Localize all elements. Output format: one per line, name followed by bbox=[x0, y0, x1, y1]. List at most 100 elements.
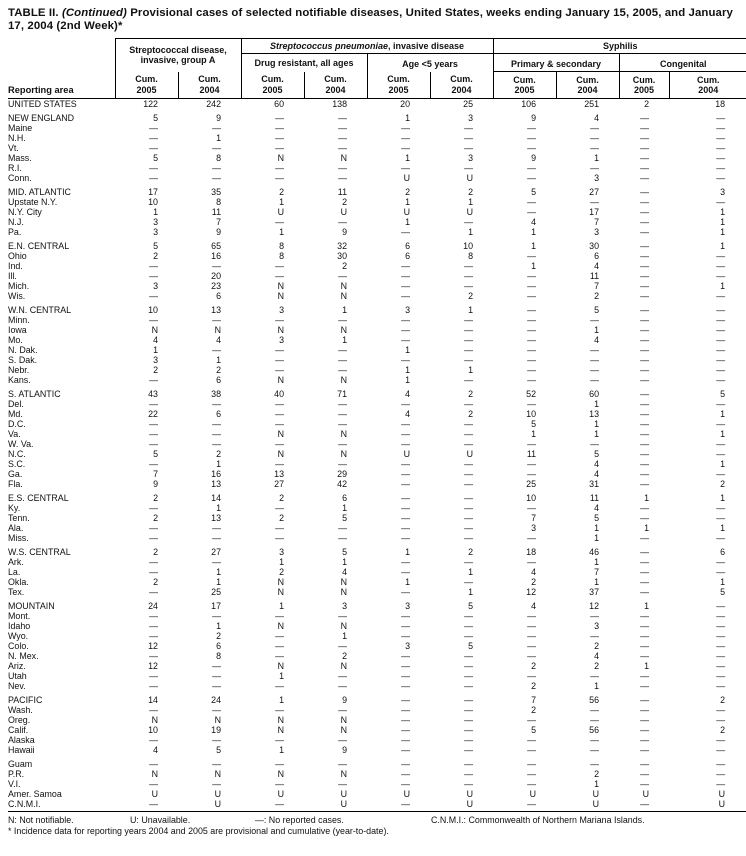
value-cell: — bbox=[527, 133, 537, 143]
value-cell: 1 bbox=[531, 227, 537, 237]
value-cell: 4 bbox=[594, 469, 600, 479]
value-cell: 1 bbox=[468, 305, 474, 315]
table-row: E.S. CENTRAL 2 14 2 6— —10 11 1 1 bbox=[8, 489, 746, 503]
table-header: Reporting area Streptococcal disease, in… bbox=[8, 38, 746, 99]
value-cell: — bbox=[464, 479, 474, 489]
table-row: Vt. — — — — — — — — — — bbox=[8, 143, 746, 153]
value-cell: 242 bbox=[206, 99, 222, 109]
value-cell: U bbox=[466, 207, 474, 217]
value-cell: 7 bbox=[153, 469, 158, 479]
value-cell: N bbox=[277, 281, 285, 291]
value-cell: — bbox=[527, 365, 537, 375]
value-cell: N bbox=[151, 769, 158, 779]
incidence-footnote: * Incidence data for reporting years 200… bbox=[8, 826, 389, 836]
value-cell: N bbox=[277, 577, 285, 587]
value-cell: — bbox=[640, 725, 650, 735]
reporting-area-cell: Mo. bbox=[8, 335, 23, 345]
value-cell: — bbox=[716, 419, 726, 429]
value-cell: N bbox=[340, 429, 348, 439]
reporting-area-cell: N. Dak. bbox=[8, 345, 38, 355]
value-cell: — bbox=[640, 197, 650, 207]
value-cell: — bbox=[640, 271, 650, 281]
value-cell: — bbox=[464, 375, 474, 385]
value-cell: 1 bbox=[594, 533, 600, 543]
value-cell: — bbox=[716, 113, 726, 123]
value-cell: 24 bbox=[211, 695, 222, 705]
value-cell: — bbox=[716, 503, 726, 513]
value-cell: — bbox=[716, 375, 726, 385]
value-cell: 1 bbox=[405, 365, 411, 375]
value-cell: 2 bbox=[720, 725, 726, 735]
value-cell: 138 bbox=[332, 99, 348, 109]
value-cell: 1 bbox=[594, 429, 600, 439]
value-cell: — bbox=[640, 577, 650, 587]
primary-secondary-header: Primary & secondary bbox=[492, 53, 620, 72]
value-cell: — bbox=[493, 799, 557, 812]
value-cell: 1 bbox=[216, 567, 222, 577]
value-cell: 1 bbox=[531, 261, 537, 271]
value-cell: — bbox=[401, 651, 411, 661]
value-cell: — bbox=[338, 759, 348, 769]
value-cell: 16 bbox=[211, 251, 222, 261]
value-cell: — bbox=[275, 779, 285, 789]
value-cell: U bbox=[669, 799, 746, 812]
value-cell: 1 bbox=[279, 695, 285, 705]
value-cell: — bbox=[401, 281, 411, 291]
value-cell: 3 bbox=[594, 173, 600, 183]
table-body: UNITED STATES 122 242 60 138 20 25 106 251 2 18 NEW… bbox=[8, 99, 746, 812]
value-cell: — bbox=[464, 523, 474, 533]
value-cell: 5 bbox=[342, 513, 348, 523]
value-cell: 1 bbox=[468, 227, 474, 237]
column-header-cum-2004: Cum. 2004 bbox=[668, 71, 746, 99]
value-cell: N bbox=[277, 769, 285, 779]
table-row: N.C. 5 2 N N U U 11 5 — — bbox=[8, 449, 746, 459]
value-cell: — bbox=[640, 681, 650, 691]
value-cell: — bbox=[464, 695, 474, 705]
table-row: W. Va. — — — — — — — — — — bbox=[8, 439, 746, 449]
value-cell: — bbox=[464, 419, 474, 429]
value-cell: — bbox=[275, 271, 285, 281]
value-cell: — bbox=[464, 533, 474, 543]
value-cell: 30 bbox=[589, 241, 600, 251]
value-cell: N bbox=[277, 449, 285, 459]
value-cell: — bbox=[590, 631, 600, 641]
value-cell: 17 bbox=[589, 207, 600, 217]
value-cell: — bbox=[338, 345, 348, 355]
value-cell: — bbox=[640, 389, 650, 399]
value-cell: — bbox=[527, 735, 537, 745]
value-cell: 2 bbox=[342, 261, 348, 271]
value-cell: — bbox=[338, 365, 348, 375]
strep-pneumoniae-header: Streptococcus pneumoniae, invasive disea… bbox=[240, 38, 494, 54]
value-cell: 13 bbox=[211, 513, 222, 523]
value-cell: 2 bbox=[153, 513, 158, 523]
value-cell: 1 bbox=[720, 409, 726, 419]
value-cell: — bbox=[716, 173, 726, 183]
table-row: Ark. — — 1 1 — — — 1 — — bbox=[8, 557, 746, 567]
value-cell: — bbox=[401, 271, 411, 281]
value-cell: 1 bbox=[720, 227, 726, 237]
value-cell: N bbox=[340, 325, 348, 335]
value-cell: — bbox=[640, 355, 650, 365]
reporting-area-cell: Ala. bbox=[8, 523, 24, 533]
table-row: Upstate N.Y. 10 8 1 2 1 1 — — — — bbox=[8, 197, 746, 207]
value-cell: 13 bbox=[211, 479, 222, 489]
value-cell: — bbox=[590, 355, 600, 365]
table-row: N.J. 3 7 — — 1 — 4 7 — 1 bbox=[8, 217, 746, 227]
reporting-area-cell: Hawaii bbox=[8, 745, 35, 755]
value-cell: U bbox=[340, 207, 348, 217]
value-cell: 2 bbox=[468, 291, 474, 301]
value-cell: 3 bbox=[279, 335, 285, 345]
value-cell: — bbox=[338, 163, 348, 173]
value-cell: — bbox=[275, 173, 285, 183]
value-cell: — bbox=[464, 621, 474, 631]
value-cell: — bbox=[212, 661, 222, 671]
value-cell: — bbox=[464, 681, 474, 691]
value-cell: — bbox=[149, 705, 158, 715]
value-cell: N bbox=[214, 715, 222, 725]
value-cell: — bbox=[464, 355, 474, 365]
value-cell: 2 bbox=[531, 681, 537, 691]
reporting-area-cell: Nebr. bbox=[8, 365, 30, 375]
value-cell: — bbox=[464, 759, 474, 769]
value-cell: — bbox=[527, 439, 537, 449]
reporting-area-cell: Utah bbox=[8, 671, 27, 681]
